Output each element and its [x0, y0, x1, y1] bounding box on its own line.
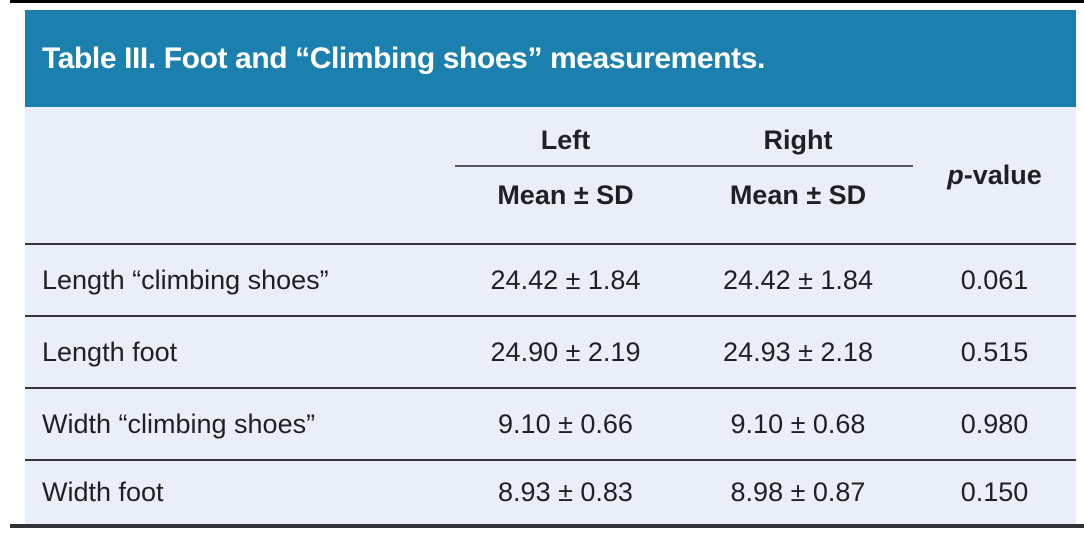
- p-value: 0.980: [960, 408, 1029, 439]
- row-label: Length “climbing shoes”: [42, 264, 329, 295]
- subheader-mean-sd-right: Mean ± SD: [729, 180, 867, 210]
- spanner-rule: [455, 165, 913, 167]
- right-mean-sd-value: 9.10 ± 0.68: [730, 408, 866, 439]
- table-title: Table III. Foot and “Climbing shoes” mea…: [42, 41, 765, 75]
- row-label: Length foot: [42, 336, 178, 367]
- side-header-row: Left Right: [448, 124, 913, 157]
- right-mean-sd-value: 8.98 ± 0.87: [730, 477, 866, 507]
- p-value-header-rest: -value: [963, 159, 1042, 190]
- column-header-p-value: p -value: [913, 107, 1076, 243]
- row-label: Width foot: [42, 477, 164, 507]
- left-mean-sd-value: 24.42 ± 1.84: [490, 264, 641, 295]
- left-mean-sd-value: 24.90 ± 2.19: [490, 336, 641, 367]
- top-rule: [10, 0, 1084, 3]
- left-mean-sd-value: 8.93 ± 0.83: [498, 477, 633, 507]
- table-row: Length foot 24.90 ± 2.19 24.93 ± 2.18 0.…: [25, 315, 1076, 387]
- header-empty-cell: [25, 107, 448, 243]
- table-row: Width “climbing shoes” 9.10 ± 0.66 9.10 …: [25, 387, 1076, 459]
- left-right-header-group: Left Right Mean ± SD Mean ± SD: [448, 107, 913, 243]
- table-row: Length “climbing shoes” 24.42 ± 1.84 24.…: [25, 245, 1076, 315]
- right-mean-sd-value: 24.93 ± 2.18: [723, 336, 873, 367]
- measurements-table: Left Right Mean ± SD Mean ± SD p -value L…: [25, 107, 1076, 524]
- table-row: Width foot 8.93 ± 0.83 8.98 ± 0.87 0.150: [25, 459, 1076, 524]
- column-header-right: Right: [763, 125, 833, 155]
- right-mean-sd-value: 24.42 ± 1.84: [723, 264, 873, 295]
- subheader-mean-sd-left: Mean ± SD: [497, 180, 634, 210]
- p-value: 0.515: [960, 336, 1029, 367]
- left-mean-sd-value: 9.10 ± 0.66: [498, 408, 633, 439]
- p-value: 0.061: [960, 264, 1029, 295]
- p-value: 0.150: [960, 477, 1029, 507]
- column-header-left: Left: [540, 125, 591, 155]
- subheader-row: Mean ± SD Mean ± SD: [448, 179, 913, 212]
- table-title-banner: Table III. Foot and “Climbing shoes” mea…: [25, 10, 1076, 107]
- row-label: Width “climbing shoes”: [42, 408, 316, 439]
- p-value-header-italic-p: p: [947, 159, 964, 190]
- table-header: Left Right Mean ± SD Mean ± SD p -value: [25, 107, 1076, 245]
- bottom-rule: [10, 524, 1084, 528]
